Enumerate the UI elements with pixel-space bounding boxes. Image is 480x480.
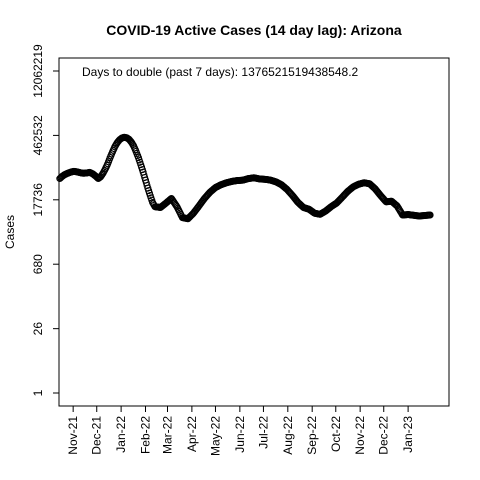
y-tick-label: 17736 xyxy=(31,183,45,217)
x-tick-label: Apr-22 xyxy=(185,416,199,452)
x-tick-label: Dec-21 xyxy=(90,416,104,455)
y-axis: 1 26 680 17736 462532 12062219 xyxy=(31,44,59,396)
chart-title: COVID-19 Active Cases (14 day lag): Ariz… xyxy=(106,22,402,38)
y-tick-label: 680 xyxy=(31,254,45,274)
x-axis: Nov-21 Dec-21 Jan-22 Feb-22 Mar-22 Apr-22 May-… xyxy=(66,406,415,456)
x-tick-label: Oct-22 xyxy=(329,416,343,452)
y-tick-label: 26 xyxy=(31,322,45,336)
x-tick-label: Jan-23 xyxy=(401,416,415,453)
data-point xyxy=(426,211,434,219)
y-tick-label: 462532 xyxy=(31,115,45,155)
y-axis-label: Cases xyxy=(3,215,17,249)
annotation-text: Days to double (past 7 days): 1376521519… xyxy=(82,65,359,79)
data-point xyxy=(166,196,174,204)
x-tick-label: Nov-22 xyxy=(353,416,367,455)
x-tick-label: Sep-22 xyxy=(305,416,319,455)
x-tick-label: Mar-22 xyxy=(161,416,175,454)
x-tick-label: Jun-22 xyxy=(233,416,247,453)
x-tick-label: Feb-22 xyxy=(138,416,152,454)
x-tick-label: Jan-22 xyxy=(114,416,128,453)
y-tick-label: 12062219 xyxy=(31,44,45,98)
data-points xyxy=(56,133,434,223)
x-tick-label: Aug-22 xyxy=(281,416,295,455)
plot-area xyxy=(58,57,450,407)
x-tick-label: Dec-22 xyxy=(377,416,391,455)
x-tick-label: May-22 xyxy=(208,416,222,456)
x-tick-label: Jul-22 xyxy=(256,416,270,449)
x-tick-label: Nov-21 xyxy=(66,416,80,455)
y-tick-label: 1 xyxy=(31,389,45,396)
data-point xyxy=(165,196,173,204)
